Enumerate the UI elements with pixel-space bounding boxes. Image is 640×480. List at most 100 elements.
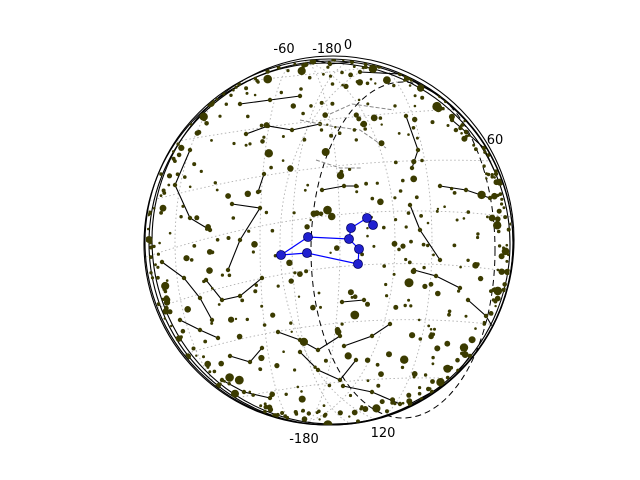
star — [457, 289, 461, 293]
star — [337, 410, 343, 416]
star — [447, 309, 452, 314]
star — [495, 216, 501, 222]
star — [183, 255, 190, 262]
star — [409, 79, 413, 82]
star — [356, 185, 359, 188]
star — [464, 136, 468, 140]
star — [366, 234, 369, 238]
star — [179, 215, 183, 219]
star — [283, 414, 286, 418]
star — [352, 128, 357, 132]
star — [459, 343, 469, 352]
star — [173, 159, 177, 164]
star — [210, 321, 214, 325]
star — [215, 188, 219, 192]
star — [369, 77, 373, 81]
star — [337, 377, 343, 383]
star — [222, 92, 226, 96]
star — [421, 242, 426, 247]
star — [445, 375, 450, 380]
star — [215, 238, 220, 242]
star — [323, 412, 328, 417]
star — [498, 253, 505, 260]
star — [194, 215, 200, 221]
star — [410, 175, 418, 183]
star — [147, 227, 150, 231]
star — [176, 152, 182, 158]
star — [420, 158, 424, 163]
star — [315, 347, 321, 353]
star — [281, 159, 285, 162]
star — [495, 333, 501, 339]
star — [245, 317, 249, 322]
star — [374, 82, 377, 85]
star — [340, 322, 344, 326]
star — [369, 333, 375, 339]
star — [427, 324, 431, 328]
star — [178, 144, 185, 151]
star — [181, 275, 187, 281]
star — [365, 301, 370, 307]
tick-label-bottom-right: 120 — [371, 426, 396, 441]
star — [464, 314, 468, 318]
star — [148, 255, 153, 259]
star — [313, 365, 317, 369]
star — [163, 317, 166, 320]
star — [404, 225, 408, 229]
star — [416, 84, 425, 92]
star — [477, 275, 484, 282]
star — [493, 176, 496, 179]
star — [382, 264, 387, 268]
star — [259, 275, 265, 281]
star — [299, 68, 303, 72]
star — [204, 360, 211, 368]
star — [290, 103, 296, 109]
star — [436, 378, 445, 387]
star — [267, 97, 273, 103]
star — [322, 404, 326, 407]
star — [343, 83, 349, 89]
star — [261, 171, 267, 177]
star — [466, 258, 470, 262]
star — [459, 265, 462, 269]
star — [192, 244, 197, 248]
star — [392, 83, 396, 88]
star — [170, 324, 173, 328]
star — [390, 401, 395, 405]
star — [304, 224, 310, 230]
star — [289, 127, 295, 133]
star — [227, 382, 231, 386]
star — [422, 265, 426, 270]
star — [227, 273, 232, 278]
star — [370, 196, 375, 201]
star — [494, 295, 501, 302]
star — [293, 368, 297, 372]
star — [197, 327, 203, 333]
star — [491, 298, 496, 302]
star — [215, 335, 221, 341]
star — [244, 143, 248, 147]
star — [199, 112, 208, 121]
star — [319, 305, 322, 309]
star — [156, 252, 160, 256]
highlight-star — [346, 223, 356, 233]
star — [253, 93, 257, 97]
star — [359, 407, 363, 411]
star — [202, 355, 205, 359]
star — [188, 185, 192, 189]
star — [435, 290, 441, 297]
star — [165, 279, 169, 282]
star — [309, 104, 313, 108]
star — [234, 375, 244, 385]
star — [248, 142, 252, 146]
star — [224, 102, 228, 106]
star — [418, 386, 422, 390]
star — [502, 282, 508, 287]
star — [323, 358, 328, 363]
star — [156, 275, 160, 280]
star — [293, 271, 297, 275]
star — [161, 297, 166, 301]
star — [461, 351, 469, 358]
star — [237, 82, 242, 86]
